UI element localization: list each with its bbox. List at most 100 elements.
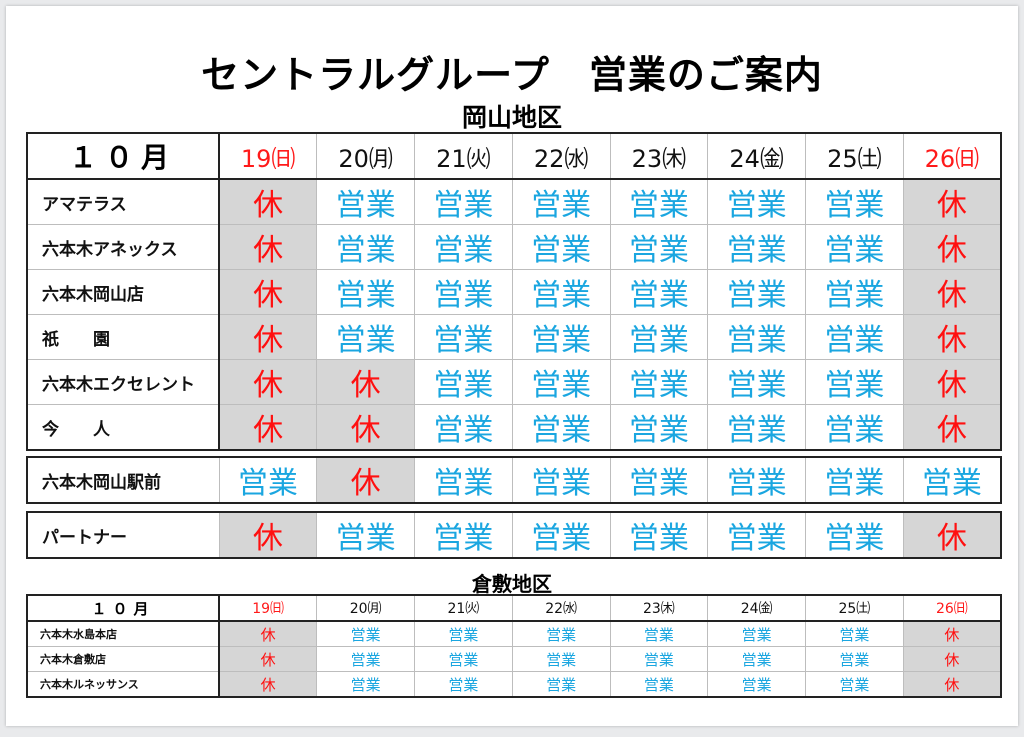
- day-header: 22㈬: [511, 594, 611, 622]
- status-open: 営業: [805, 269, 904, 315]
- status-closed: 休: [902, 178, 1002, 225]
- store-name: 今 人: [26, 404, 220, 451]
- status-closed: 休: [902, 646, 1002, 672]
- day-header: 19㈰: [218, 594, 318, 622]
- store-row: 六本木ルネッサンス休営業 営業 営業 営業 営業 営業休: [26, 671, 1002, 698]
- status-open: 営業: [316, 646, 415, 672]
- day-header: 22㈬: [511, 132, 611, 180]
- status-open: 営業: [609, 671, 709, 698]
- status-open: 営業: [805, 671, 904, 698]
- store-name: パートナー: [26, 511, 220, 559]
- store-name: 六本木倉敷店: [26, 646, 220, 672]
- status-open: 営業: [609, 456, 709, 504]
- status-open: 営業: [414, 269, 513, 315]
- status-closed: 休: [218, 511, 318, 559]
- status-open: 営業: [511, 620, 611, 647]
- status-open: 営業: [414, 404, 513, 451]
- store-row: 六本木倉敷店休営業 営業 営業 営業 営業 営業休: [26, 646, 1002, 672]
- store-name: 六本木エクセレント: [26, 359, 220, 405]
- month-label: １０月: [26, 132, 220, 180]
- store-name: 祇 園: [26, 314, 220, 360]
- status-closed: 休: [218, 671, 318, 698]
- status-open: 営業: [414, 224, 513, 270]
- status-open: 営業: [414, 456, 513, 504]
- status-open: 営業: [805, 646, 904, 672]
- status-open: 営業: [707, 511, 806, 559]
- day-header: 21㈫: [414, 594, 513, 622]
- status-closed: 休: [902, 671, 1002, 698]
- region-kurashiki-heading: 倉敷地区: [472, 572, 552, 596]
- status-open: 営業: [707, 456, 806, 504]
- status-open: 営業: [511, 178, 611, 225]
- status-closed: 休: [902, 269, 1002, 315]
- status-open: 営業: [414, 620, 513, 647]
- status-open: 営業: [707, 620, 806, 647]
- status-open: 営業: [316, 671, 415, 698]
- kurashiki-schedule-table: １０月 19㈰ 20㈪ 21㈫ 22㈬ 23㈭ 24㈮ 25㈯ 26㈰ 六本木水島本店休営業 営業営…: [26, 594, 1002, 698]
- store-row: 六本木アネックス休営業 営業 営業 営業 営業 営業休: [26, 224, 1002, 270]
- store-name: アマテラス: [26, 178, 220, 225]
- status-open: 営業: [511, 224, 611, 270]
- status-open: 営業: [805, 224, 904, 270]
- status-closed: 休: [902, 359, 1002, 405]
- day-header: 20㈪: [316, 132, 415, 180]
- status-open: 営業: [414, 671, 513, 698]
- store-row: パートナー休営業 営業 営業 営業 営業 営業休: [26, 511, 1002, 559]
- status-open: 営業: [414, 511, 513, 559]
- status-open: 営業: [609, 224, 709, 270]
- store-row: 今 人休休営業 営業 営業 営業 営業休: [26, 404, 1002, 451]
- store-row: 六本木岡山店休営業 営業 営業 営業 営業 営業休: [26, 269, 1002, 315]
- status-closed: 休: [316, 456, 415, 504]
- status-open: 営業: [805, 314, 904, 360]
- status-closed: 休: [316, 359, 415, 405]
- status-closed: 休: [218, 269, 318, 315]
- day-header: 23㈭: [609, 594, 709, 622]
- status-open: 営業: [218, 456, 318, 504]
- status-open: 営業: [511, 646, 611, 672]
- status-closed: 休: [218, 178, 318, 225]
- status-closed: 休: [316, 404, 415, 451]
- status-open: 営業: [609, 646, 709, 672]
- status-closed: 休: [902, 404, 1002, 451]
- region-okayama-heading: 岡山地区: [461, 103, 562, 132]
- store-row: 六本木エクセレント休休営業 営業 営業 営業 営業休: [26, 359, 1002, 405]
- store-row: 六本木水島本店休営業 営業 営業 営業 営業 営業休: [26, 620, 1002, 647]
- status-open: 営業: [414, 178, 513, 225]
- store-row: 六本木岡山駅前 営業休営業 営業 営業 営業 営業 営業: [26, 456, 1002, 504]
- status-closed: 休: [902, 511, 1002, 559]
- status-open: 営業: [511, 314, 611, 360]
- status-open: 営業: [609, 620, 709, 647]
- status-open: 営業: [707, 178, 806, 225]
- status-open: 営業: [609, 404, 709, 451]
- status-open: 営業: [805, 456, 904, 504]
- partner-schedule-table: パートナー休営業 営業 営業 営業 営業 営業休: [26, 511, 1002, 559]
- day-header: 23㈭: [609, 132, 709, 180]
- status-closed: 休: [902, 620, 1002, 647]
- store-row: アマテラス休営業 営業 営業 営業 営業 営業休: [26, 178, 1002, 225]
- status-open: 営業: [511, 671, 611, 698]
- status-open: 営業: [414, 359, 513, 405]
- status-closed: 休: [218, 404, 318, 451]
- store-name: 六本木ルネッサンス: [26, 671, 220, 698]
- status-open: 営業: [316, 511, 415, 559]
- status-open: 営業: [316, 620, 415, 647]
- status-closed: 休: [218, 224, 318, 270]
- status-open: 営業: [414, 646, 513, 672]
- status-closed: 休: [902, 224, 1002, 270]
- header-row: １０月 19㈰ 20㈪ 21㈫ 22㈬ 23㈭ 24㈮ 25㈯ 26㈰: [26, 132, 1002, 180]
- month-label: １０月: [26, 594, 220, 622]
- status-open: 営業: [414, 314, 513, 360]
- day-header: 25㈯: [805, 132, 904, 180]
- store-row: 祇 園休営業 営業 営業 営業 営業 営業休: [26, 314, 1002, 360]
- status-open: 営業: [805, 511, 904, 559]
- status-open: 営業: [609, 314, 709, 360]
- day-header: 19㈰: [218, 132, 318, 180]
- day-header: 24㈮: [707, 132, 806, 180]
- status-open: 営業: [511, 269, 611, 315]
- status-open: 営業: [511, 404, 611, 451]
- status-open: 営業: [316, 224, 415, 270]
- day-header: 25㈯: [805, 594, 904, 622]
- day-header: 26㈰: [902, 594, 1002, 622]
- header-row: １０月 19㈰ 20㈪ 21㈫ 22㈬ 23㈭ 24㈮ 25㈯ 26㈰: [26, 594, 1002, 622]
- station-schedule-table: 六本木岡山駅前 営業休営業 営業 営業 営業 営業 営業: [26, 456, 1002, 504]
